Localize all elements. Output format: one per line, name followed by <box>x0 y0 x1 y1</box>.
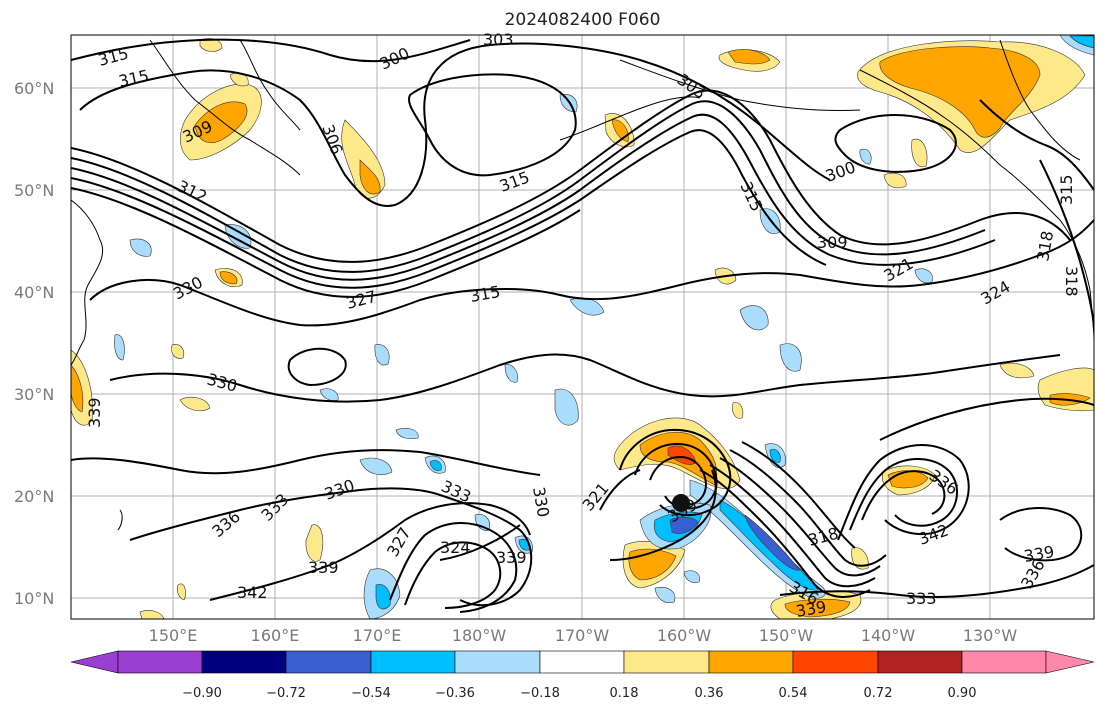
lon-label: 140°W <box>861 626 916 645</box>
contour-label: 318 <box>1062 266 1081 297</box>
coastlines <box>71 39 1094 531</box>
lon-label: 130°W <box>963 626 1018 645</box>
lon-label: 180°W <box>452 626 507 645</box>
positive-shading <box>71 38 1094 619</box>
colorbar-tick-label: −0.54 <box>351 686 391 701</box>
colorbar-segment <box>1045 650 1095 674</box>
colorbar-segment <box>708 650 794 674</box>
lon-label: 150°W <box>759 626 814 645</box>
contour-label: 339 <box>496 548 527 567</box>
colorbar-segment <box>961 650 1047 674</box>
colorbar-tick-label: 0.54 <box>779 686 808 701</box>
lat-label: 30°N <box>14 385 54 404</box>
contour-label: 342 <box>237 583 268 602</box>
lon-label: 170°W <box>555 626 610 645</box>
contours <box>71 38 1094 613</box>
lon-label: 170°E <box>353 626 402 645</box>
colorbar-tick-label: −0.72 <box>266 686 306 701</box>
contour-label: 309 <box>817 233 848 252</box>
colorbar-segment <box>70 650 119 674</box>
colorbar-segment <box>285 650 372 674</box>
colorbar-tick-label: 0.90 <box>948 686 977 701</box>
lon-label: 150°E <box>149 626 198 645</box>
contour-label: 339 <box>308 558 339 577</box>
colorbar-segment <box>370 650 456 674</box>
colorbar-segment <box>623 650 710 674</box>
colorbar-tick-label: 0.18 <box>610 686 639 701</box>
colorbar-segment <box>454 650 541 674</box>
contour-label: 333 <box>906 589 937 608</box>
contour-label: 324 <box>440 538 471 557</box>
colorbar-tick-label: −0.36 <box>435 686 475 701</box>
gridlines <box>71 35 1094 619</box>
colorbar-segment <box>201 650 287 674</box>
longitude-axis: 150°E 160°E 170°E 180°W 170°W 160°W 150°… <box>149 626 1018 645</box>
latitude-axis: 10°N 20°N 30°N 40°N 50°N 60°N <box>14 79 54 608</box>
contour-label: 339 <box>85 397 104 428</box>
lon-label: 160°E <box>251 626 300 645</box>
colorbar-tick-label: 0.72 <box>864 686 893 701</box>
colorbar <box>70 650 1095 674</box>
map-title: 2024082400 F060 <box>504 10 661 30</box>
contour-label: 315 <box>1057 174 1076 205</box>
colorbar-segment <box>877 650 963 674</box>
lat-label: 40°N <box>14 283 54 302</box>
lat-label: 20°N <box>14 487 54 506</box>
colorbar-segment <box>539 650 625 674</box>
negative-shading <box>114 35 1094 619</box>
contour-label: 303 <box>483 30 514 49</box>
lat-label: 60°N <box>14 79 54 98</box>
colorbar-tick-label: 0.36 <box>695 686 724 701</box>
colorbar-tick-label: −0.90 <box>182 686 222 701</box>
colorbar-segment <box>792 650 879 674</box>
contour-label-group: 315 315 300 303 303 309 306 300 315 312 … <box>85 30 1081 621</box>
lon-label: 160°W <box>657 626 712 645</box>
lat-label: 10°N <box>14 589 54 608</box>
lat-label: 50°N <box>14 181 54 200</box>
storm-center-marker <box>672 494 690 512</box>
colorbar-tick-label: −0.18 <box>520 686 560 701</box>
colorbar-ticks: −0.90 −0.72 −0.54 −0.36 −0.18 0.18 0.36 … <box>182 686 976 701</box>
colorbar-segment <box>117 650 203 674</box>
plot-frame <box>70 34 1095 620</box>
